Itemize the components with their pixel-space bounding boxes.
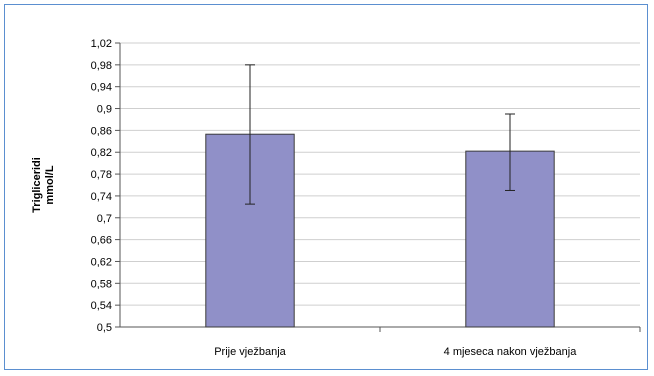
y-tick-label: 0,86	[91, 125, 112, 137]
error-bars	[245, 64, 515, 205]
y-axis-title-line1: Trigliceridi	[31, 157, 43, 213]
y-tick-label: 0,98	[91, 60, 112, 72]
x-tick-label: 4 mjeseca nakon vježbanja	[444, 346, 578, 358]
y-tick-label: 0,66	[91, 235, 112, 247]
y-tick-label: 0,5	[97, 322, 112, 334]
y-tick-label: 0,9	[97, 104, 112, 116]
y-tick-label: 1,02	[91, 38, 112, 50]
y-tick-label: 0,7	[97, 213, 112, 225]
gridlines	[120, 42, 640, 328]
y-tick-label: 0,82	[91, 147, 112, 159]
x-tick-labels: Prije vježbanja 4 mjeseca nakon vježbanja	[214, 346, 577, 358]
y-tick-label: 0,54	[91, 300, 112, 312]
y-tick-label: 0,74	[91, 191, 112, 203]
y-tick-label: 0,62	[91, 256, 112, 268]
y-tick-label: 0,78	[91, 169, 112, 181]
y-tick-labels: 0,5 0,54 0,58 0,62 0,66 0,7 0,74 0,78 0,82 0,86 0,…	[91, 38, 112, 334]
y-tick-label: 0,58	[91, 278, 112, 290]
y-axis-title-line2: mmol/L	[44, 165, 56, 204]
bars	[205, 133, 555, 328]
y-tick-label: 0,94	[91, 82, 112, 94]
x-tick-label: Prije vježbanja	[214, 346, 286, 358]
